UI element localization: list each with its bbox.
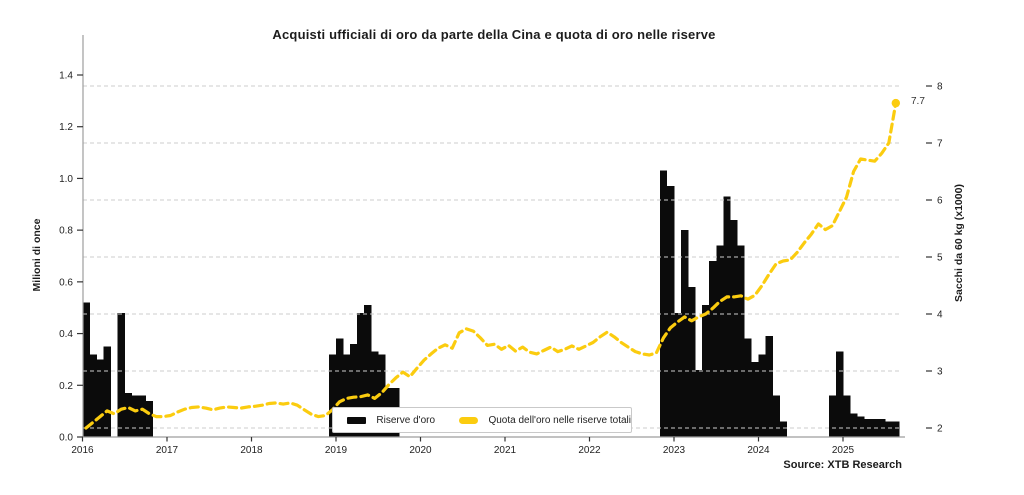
y-left-tick-label: 1.2 xyxy=(59,122,73,133)
bar xyxy=(765,336,773,437)
bar xyxy=(709,261,717,437)
x-tick-label: 2022 xyxy=(578,445,601,456)
bar xyxy=(131,395,140,437)
x-tick-label: 2016 xyxy=(71,445,94,456)
bar xyxy=(828,395,837,437)
bar xyxy=(357,312,365,437)
quota-line xyxy=(84,101,898,430)
bar xyxy=(96,359,104,437)
bar xyxy=(744,338,752,437)
bar xyxy=(666,186,675,437)
bar xyxy=(364,305,372,437)
y-right-tick-label: 4 xyxy=(937,310,943,321)
y-left-tick-label: 0.4 xyxy=(59,329,73,340)
y-right-tick-label: 8 xyxy=(937,82,943,93)
bar xyxy=(681,230,689,437)
y-left-tick-label: 0.6 xyxy=(59,277,73,288)
bar xyxy=(843,395,851,437)
bar xyxy=(145,400,154,437)
legend-line-swatch xyxy=(459,416,479,424)
x-tick-label: 2017 xyxy=(156,445,179,456)
bar xyxy=(124,393,133,437)
y-right-tick-label: 6 xyxy=(937,196,943,207)
bar xyxy=(737,245,745,437)
bar xyxy=(138,395,147,437)
bar xyxy=(103,346,111,437)
bar xyxy=(82,302,90,437)
x-tick-label: 2020 xyxy=(409,445,432,456)
bar xyxy=(751,362,759,437)
bar xyxy=(779,421,787,437)
bar xyxy=(695,369,703,437)
legend: Riserve d'oro Quota dell'oro nelle riser… xyxy=(332,407,632,433)
x-tick-label: 2019 xyxy=(325,445,348,456)
bar xyxy=(716,245,724,437)
bar xyxy=(885,421,893,437)
y-left-tick-label: 0.0 xyxy=(59,433,73,444)
last-value-annotation: 7.7 xyxy=(911,96,925,107)
bar xyxy=(857,416,865,437)
bar xyxy=(723,196,731,437)
bar xyxy=(835,351,844,437)
bar xyxy=(674,312,682,437)
y-left-tick-label: 0.8 xyxy=(59,226,73,237)
y-left-tick-label: 0.2 xyxy=(59,381,73,392)
bar xyxy=(89,354,97,437)
y-axis-label-left: Milioni di once xyxy=(31,218,43,292)
x-tick-label: 2025 xyxy=(832,445,855,456)
bar xyxy=(336,338,344,437)
source-text: Source: XTB Research xyxy=(783,459,902,471)
y-left-tick-label: 1.4 xyxy=(59,71,73,82)
bar xyxy=(117,312,125,437)
bar xyxy=(371,351,379,437)
legend-bar-swatch xyxy=(347,416,367,424)
bar xyxy=(772,395,780,437)
x-tick-label: 2024 xyxy=(747,445,770,456)
bar xyxy=(702,305,710,437)
line-end-dot xyxy=(891,98,901,108)
y-left-tick-label: 1.0 xyxy=(59,174,73,185)
y-right-tick-label: 3 xyxy=(937,367,943,378)
bar xyxy=(328,354,337,437)
bar xyxy=(758,354,766,437)
x-tick-label: 2023 xyxy=(663,445,686,456)
legend-bar-label: Riserve d'oro xyxy=(376,414,436,426)
bar xyxy=(350,343,358,437)
y-axis-label-right: Sacchi da 60 kg (x1000) xyxy=(953,184,965,302)
y-right-tick-label: 2 xyxy=(937,424,943,435)
y-right-tick-label: 5 xyxy=(937,253,943,264)
bar xyxy=(688,287,696,437)
bar xyxy=(850,413,858,437)
bar xyxy=(378,354,386,437)
bar xyxy=(343,354,351,437)
chart-title: Acquisti ufficiali di oro da parte della… xyxy=(272,27,716,42)
y-right-tick-label: 7 xyxy=(937,139,943,150)
bar xyxy=(659,170,668,437)
bar xyxy=(730,219,738,437)
x-tick-label: 2018 xyxy=(240,445,263,456)
bar xyxy=(892,421,900,437)
legend-line-label: Quota dell'oro nelle riserve totali xyxy=(488,414,631,426)
x-tick-label: 2021 xyxy=(494,445,517,456)
